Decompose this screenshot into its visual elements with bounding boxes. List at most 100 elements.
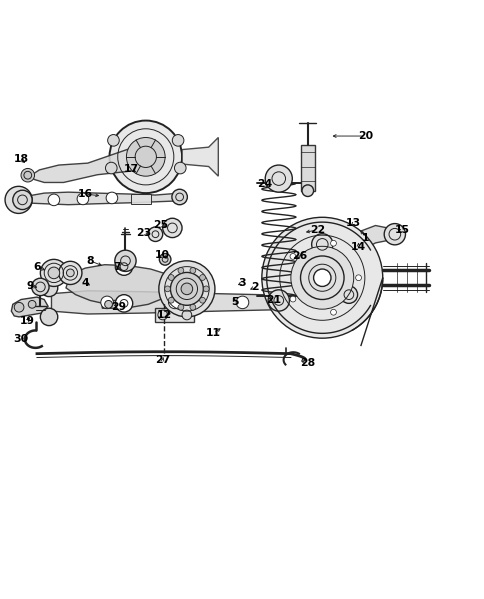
Text: 30: 30 — [14, 334, 29, 344]
Text: 29: 29 — [111, 302, 126, 311]
Circle shape — [311, 234, 332, 255]
Circle shape — [171, 189, 187, 205]
Circle shape — [170, 273, 203, 305]
Text: 8: 8 — [86, 256, 94, 266]
Circle shape — [109, 120, 182, 193]
Circle shape — [40, 259, 67, 286]
Polygon shape — [102, 301, 120, 308]
Polygon shape — [182, 138, 218, 176]
Text: 15: 15 — [394, 225, 409, 235]
Circle shape — [40, 279, 58, 297]
Text: 19: 19 — [20, 316, 35, 326]
Circle shape — [164, 286, 170, 292]
Circle shape — [115, 250, 136, 271]
Text: 6: 6 — [33, 262, 41, 272]
Text: 7: 7 — [113, 262, 121, 272]
Text: 25: 25 — [152, 220, 167, 230]
Circle shape — [105, 301, 112, 308]
Circle shape — [5, 186, 32, 213]
Circle shape — [14, 302, 24, 312]
Circle shape — [105, 162, 117, 174]
Circle shape — [178, 304, 183, 310]
Circle shape — [302, 185, 313, 196]
Polygon shape — [11, 297, 48, 317]
Circle shape — [289, 296, 295, 302]
Circle shape — [339, 286, 357, 303]
Circle shape — [77, 193, 89, 205]
Polygon shape — [131, 194, 151, 204]
Circle shape — [168, 274, 174, 280]
Circle shape — [236, 296, 248, 308]
Circle shape — [330, 240, 336, 246]
Text: 22: 22 — [309, 225, 324, 235]
Circle shape — [106, 192, 118, 204]
Circle shape — [172, 135, 183, 146]
Circle shape — [158, 310, 167, 320]
Circle shape — [148, 227, 162, 241]
Text: 28: 28 — [300, 358, 315, 368]
Text: 18: 18 — [14, 155, 29, 164]
Circle shape — [199, 297, 205, 303]
Circle shape — [190, 304, 196, 310]
Circle shape — [290, 246, 353, 309]
Circle shape — [158, 261, 214, 317]
Circle shape — [261, 217, 382, 338]
Text: 10: 10 — [155, 250, 170, 260]
Polygon shape — [30, 145, 151, 183]
Text: 4: 4 — [81, 277, 89, 288]
Text: 9: 9 — [27, 281, 34, 291]
Polygon shape — [322, 225, 394, 255]
Circle shape — [174, 162, 186, 174]
Circle shape — [203, 286, 209, 292]
Text: 20: 20 — [358, 131, 373, 141]
Circle shape — [107, 135, 119, 146]
Text: 23: 23 — [136, 228, 151, 238]
Text: 16: 16 — [77, 189, 93, 199]
Text: 21: 21 — [266, 295, 281, 305]
Text: 26: 26 — [291, 251, 306, 261]
Circle shape — [199, 274, 205, 280]
Text: 12: 12 — [156, 310, 171, 320]
Circle shape — [13, 190, 32, 210]
Circle shape — [289, 253, 295, 259]
Circle shape — [313, 269, 330, 286]
Circle shape — [48, 267, 60, 279]
Polygon shape — [22, 192, 179, 205]
Text: 5: 5 — [231, 297, 239, 307]
Circle shape — [265, 165, 292, 192]
Circle shape — [159, 253, 170, 265]
Text: 27: 27 — [155, 355, 170, 365]
Polygon shape — [155, 308, 194, 322]
Circle shape — [190, 268, 196, 273]
Circle shape — [383, 223, 405, 245]
Circle shape — [178, 268, 183, 273]
Text: 17: 17 — [123, 164, 138, 174]
Circle shape — [162, 218, 182, 238]
Text: 14: 14 — [350, 242, 365, 252]
Circle shape — [66, 269, 74, 277]
Circle shape — [330, 309, 336, 315]
Circle shape — [268, 290, 289, 311]
Circle shape — [168, 296, 181, 308]
Circle shape — [182, 310, 191, 320]
Text: 3: 3 — [238, 277, 246, 288]
Text: 11: 11 — [206, 328, 221, 338]
Circle shape — [40, 308, 58, 326]
Circle shape — [48, 194, 60, 205]
Circle shape — [355, 275, 361, 281]
Polygon shape — [301, 145, 314, 190]
Circle shape — [59, 261, 82, 285]
Text: 24: 24 — [256, 180, 272, 189]
Circle shape — [115, 295, 133, 312]
Circle shape — [181, 283, 192, 295]
Text: 1: 1 — [362, 232, 369, 243]
Polygon shape — [51, 289, 348, 314]
Circle shape — [126, 138, 165, 176]
Text: 2: 2 — [250, 282, 258, 292]
Circle shape — [168, 297, 174, 303]
Circle shape — [21, 168, 34, 182]
Polygon shape — [66, 265, 174, 307]
Circle shape — [115, 258, 133, 276]
Circle shape — [31, 278, 49, 296]
Circle shape — [28, 301, 36, 308]
